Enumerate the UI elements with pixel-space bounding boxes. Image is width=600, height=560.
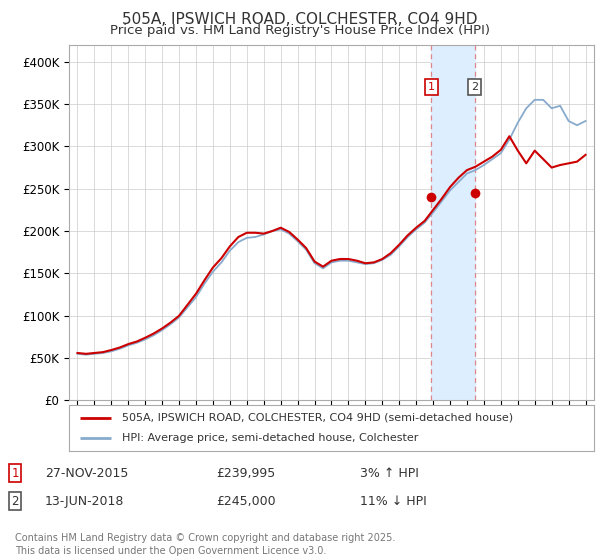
Text: 505A, IPSWICH ROAD, COLCHESTER, CO4 9HD (semi-detached house): 505A, IPSWICH ROAD, COLCHESTER, CO4 9HD … [121, 413, 512, 423]
Bar [431, 45, 475, 400]
Text: 505A, IPSWICH ROAD, COLCHESTER, CO4 9HD: 505A, IPSWICH ROAD, COLCHESTER, CO4 9HD [122, 12, 478, 27]
Text: £239,995: £239,995 [216, 466, 275, 480]
Text: 1: 1 [11, 466, 19, 480]
Text: £245,000: £245,000 [216, 494, 275, 508]
Text: 2: 2 [11, 494, 19, 508]
Text: 11% ↓ HPI: 11% ↓ HPI [360, 494, 427, 508]
Text: 3% ↑ HPI: 3% ↑ HPI [360, 466, 419, 480]
Text: 1: 1 [428, 82, 435, 92]
Text: 2: 2 [471, 82, 478, 92]
Text: HPI: Average price, semi-detached house, Colchester: HPI: Average price, semi-detached house,… [121, 433, 418, 443]
Text: Price paid vs. HM Land Registry's House Price Index (HPI): Price paid vs. HM Land Registry's House … [110, 24, 490, 36]
Text: 27-NOV-2015: 27-NOV-2015 [45, 466, 128, 480]
Text: 13-JUN-2018: 13-JUN-2018 [45, 494, 124, 508]
Text: Contains HM Land Registry data © Crown copyright and database right 2025.
This d: Contains HM Land Registry data © Crown c… [15, 533, 395, 556]
